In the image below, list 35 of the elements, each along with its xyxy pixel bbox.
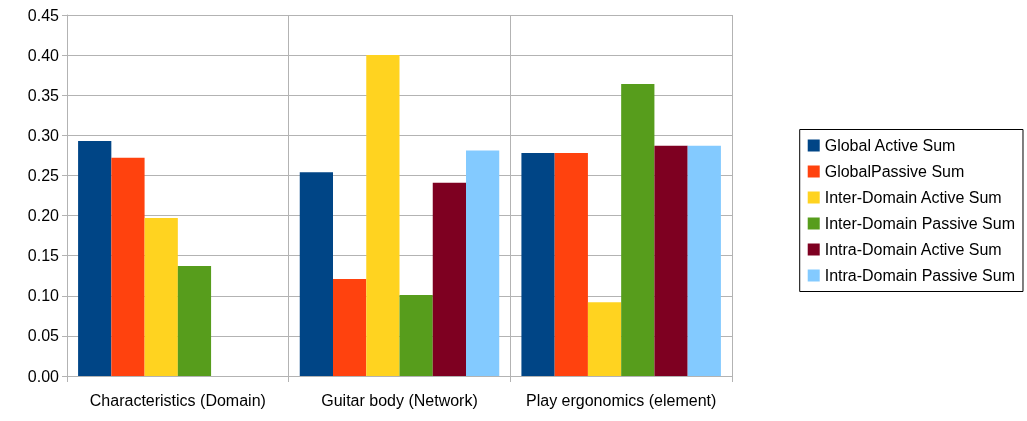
x-tick-label: Characteristics (Domain): [89, 391, 266, 409]
bar: [366, 55, 400, 376]
y-tick-label: 0.25: [27, 166, 60, 184]
y-tick-label: 0.20: [27, 207, 60, 225]
x-tick-label: Guitar body (Network): [321, 391, 478, 409]
legend-label: Intra-Domain Active Sum: [824, 241, 1002, 258]
bar: [299, 172, 333, 376]
legend-label: Intra-Domain Passive Sum: [824, 267, 1016, 284]
y-tick-label: 0.45: [27, 6, 60, 24]
bar: [621, 83, 655, 376]
bar: [177, 266, 212, 376]
bar: [654, 145, 688, 376]
y-tick-label: 0.00: [27, 367, 60, 385]
bar: [333, 278, 367, 376]
bar: [687, 145, 721, 376]
y-tick-label: 0.15: [27, 247, 60, 265]
legend-label: Global Active Sum: [824, 137, 956, 154]
y-tick-label: 0.35: [27, 86, 60, 104]
legend-label: Inter-Domain Passive Sum: [824, 215, 1016, 232]
bar: [554, 152, 588, 376]
y-tick-label: 0.40: [27, 46, 60, 64]
y-tick-label: 0.05: [27, 327, 60, 345]
bar: [78, 140, 112, 376]
bar: [399, 294, 433, 376]
x-tick-label: Play ergonomics (element): [526, 391, 717, 409]
bar: [466, 150, 500, 376]
bar: [432, 182, 466, 376]
bar: [521, 152, 555, 376]
bar: [587, 302, 622, 376]
legend-label: Inter-Domain Active Sum: [824, 189, 1002, 206]
bar: [111, 157, 145, 376]
legend-label: GlobalPassive Sum: [824, 163, 965, 180]
bar: [144, 217, 178, 376]
y-tick-label: 0.10: [27, 287, 60, 305]
y-tick-label: 0.30: [27, 126, 60, 144]
